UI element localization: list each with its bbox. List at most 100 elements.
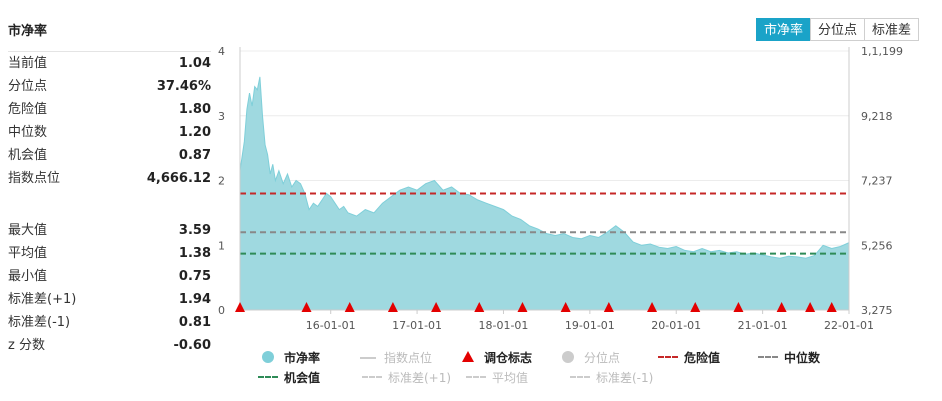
- circle-icon: [258, 350, 280, 364]
- legend-row: 机会值 标准差(+1) 平均值 标准差(-1): [258, 367, 858, 387]
- y-left-tick-label: 1: [218, 239, 225, 252]
- y-right-tick-label: 1,1,199: [861, 45, 903, 58]
- legend-label: 分位点: [584, 350, 621, 365]
- stat-row: z 分数 -0.60: [8, 334, 211, 357]
- dash-icon: [758, 350, 780, 364]
- reference-lines: [240, 192, 849, 255]
- y-axis-right: 3,275 5,256 7,237 9,218 1,1,199: [861, 45, 903, 317]
- stat-value: 3.59: [178, 223, 211, 238]
- stat-row: 当前值 1.04: [8, 52, 211, 75]
- stat-label: 中位数: [8, 125, 48, 140]
- y-left-tick-label: 4: [218, 45, 225, 58]
- legend-label: 平均值: [492, 370, 529, 385]
- panel-title: 市净率: [8, 24, 48, 39]
- triangle-icon: [458, 350, 480, 364]
- stat-row: 最大值 3.59: [8, 219, 211, 242]
- rebalance-marker: [431, 302, 442, 312]
- x-tick-label: 19-01-01: [565, 319, 615, 332]
- stat-label: 当前值: [8, 56, 48, 71]
- stat-row: 标准差(-1) 0.81: [8, 311, 211, 334]
- dash-icon: [362, 370, 384, 384]
- stat-row: 分位点 37.46%: [8, 75, 211, 98]
- stats-secondary: 最大值 3.59 平均值 1.38 最小值 0.75 标准差(+1) 1.94 标准差(-1) 0…: [8, 219, 211, 357]
- y-axis-left: 0 1 2 3 4: [218, 45, 225, 317]
- stat-row: 最小值 0.75: [8, 265, 211, 288]
- y-left-tick-label: 2: [218, 175, 225, 188]
- legend-label: 标准差(-1): [596, 370, 654, 385]
- dash-icon: [466, 370, 488, 384]
- y-right-tick-label: 3,275: [861, 304, 893, 317]
- legend-item-stddev-minus[interactable]: 标准差(-1): [570, 369, 674, 386]
- x-tick-label: 18-01-01: [478, 319, 528, 332]
- stat-label: 标准差(+1): [8, 292, 77, 307]
- rebalance-marker: [560, 302, 571, 312]
- stat-label: 危险值: [8, 102, 48, 117]
- dash-icon: [570, 370, 592, 384]
- stat-value: 37.46%: [156, 79, 211, 94]
- legend-item-average[interactable]: 平均值: [466, 369, 570, 386]
- stat-row: 危险值 1.80: [8, 98, 211, 121]
- legend-item-index-points[interactable]: 指数点位: [358, 349, 458, 366]
- legend-label: 标准差(+1): [388, 370, 452, 385]
- stat-value: 1.38: [178, 246, 211, 261]
- rebalance-marker: [235, 302, 245, 312]
- rebalance-marker: [603, 302, 614, 312]
- stat-value: 0.87: [178, 148, 211, 163]
- stat-label: 最小值: [8, 269, 48, 284]
- dash-icon: [658, 350, 680, 364]
- rebalance-marker: [826, 302, 837, 312]
- legend-label: 机会值: [284, 370, 321, 385]
- stat-value: 1.20: [178, 125, 211, 140]
- rebalance-marker: [301, 302, 312, 312]
- pb-area: [239, 76, 850, 311]
- legend-item-pb[interactable]: 市净率: [258, 349, 358, 366]
- rebalance-marker: [517, 302, 528, 312]
- stats-primary: 当前值 1.04 分位点 37.46% 危险值 1.80 中位数 1.20 机会值 0.87 指数点…: [8, 52, 211, 190]
- y-left-tick-label: 3: [218, 110, 225, 123]
- legend-item-danger[interactable]: 危险值: [658, 349, 758, 366]
- rebalance-marker: [387, 302, 398, 312]
- stat-row: 机会值 0.87: [8, 144, 211, 167]
- legend-label: 危险值: [684, 350, 721, 365]
- stat-value: -0.60: [173, 338, 211, 353]
- pb-chart: 0 1 2 3 4 3,275 5,256 7,237 9,218 1,1,199 16-01-…: [218, 45, 903, 332]
- x-axis: 16-01-01 17-01-01 18-01-01 19-01-01 20-01-01…: [306, 310, 874, 332]
- stat-label: 分位点: [8, 79, 48, 94]
- stat-value: 4,666.12: [146, 171, 211, 186]
- stat-row: 平均值 1.38: [8, 242, 211, 265]
- stat-label: 最大值: [8, 223, 48, 238]
- stat-label: 机会值: [8, 148, 48, 163]
- stat-value: 0.75: [178, 269, 211, 284]
- y-right-tick-label: 7,237: [861, 175, 893, 188]
- circle-icon: [558, 350, 580, 364]
- x-tick-label: 22-01-01: [824, 319, 874, 332]
- legend-item-percentile[interactable]: 分位点: [558, 349, 658, 366]
- legend-label: 中位数: [784, 350, 821, 365]
- legend-item-median[interactable]: 中位数: [758, 349, 858, 366]
- x-tick-label: 16-01-01: [306, 319, 356, 332]
- rebalance-marker: [776, 302, 787, 312]
- x-tick-label: 21-01-01: [738, 319, 788, 332]
- x-tick-label: 17-01-01: [392, 319, 442, 332]
- legend-item-stddev-plus[interactable]: 标准差(+1): [362, 369, 466, 386]
- tab-percentile[interactable]: 分位点: [810, 18, 866, 41]
- y-left-tick-label: 0: [218, 304, 225, 317]
- chart-axes: [239, 47, 850, 311]
- y-right-tick-label: 5,256: [861, 239, 893, 252]
- rebalance-markers: [235, 302, 837, 312]
- line-icon: [358, 350, 380, 364]
- rebalance-marker: [344, 302, 355, 312]
- rebalance-marker: [805, 302, 816, 312]
- tab-pb[interactable]: 市净率: [756, 18, 812, 41]
- legend-label: 指数点位: [384, 350, 433, 365]
- rebalance-marker: [647, 302, 658, 312]
- legend-label: 市净率: [284, 350, 321, 365]
- legend-item-rebalance[interactable]: 调仓标志: [458, 349, 558, 366]
- stat-row: 中位数 1.20: [8, 121, 211, 144]
- legend-label: 调仓标志: [484, 350, 533, 365]
- stat-value: 1.94: [178, 292, 211, 307]
- legend-item-opportunity[interactable]: 机会值: [258, 369, 362, 386]
- rebalance-marker: [733, 302, 744, 312]
- stat-value: 0.81: [178, 315, 211, 330]
- tab-stddev[interactable]: 标准差: [864, 18, 920, 41]
